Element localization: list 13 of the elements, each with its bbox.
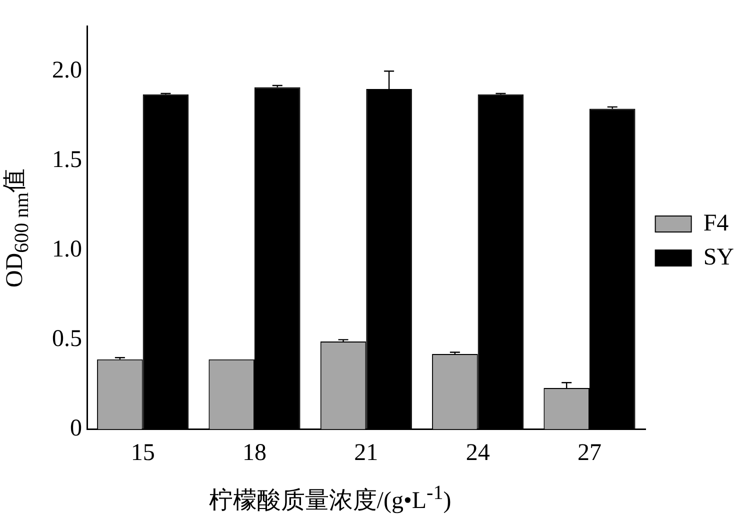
y-tick-label: 1.5 xyxy=(52,146,82,173)
x-tick-label: 24 xyxy=(466,440,490,466)
y-tick-label: 0.5 xyxy=(52,326,82,352)
y-tick-label: 0 xyxy=(70,415,82,442)
y-tick-label: 2.0 xyxy=(52,57,82,84)
y-tick-label: 1.0 xyxy=(52,236,82,262)
x-tick-label: 27 xyxy=(577,440,602,466)
x-tick-label: 15 xyxy=(130,440,155,466)
legend-label: SY xyxy=(703,244,734,270)
x-axis-title: 柠檬酸质量浓度/(g•L$^{-1}$) xyxy=(208,482,452,516)
x-tick-label: 21 xyxy=(354,440,378,466)
x-tick-label: 18 xyxy=(242,440,266,466)
legend-label: F4 xyxy=(703,210,729,236)
